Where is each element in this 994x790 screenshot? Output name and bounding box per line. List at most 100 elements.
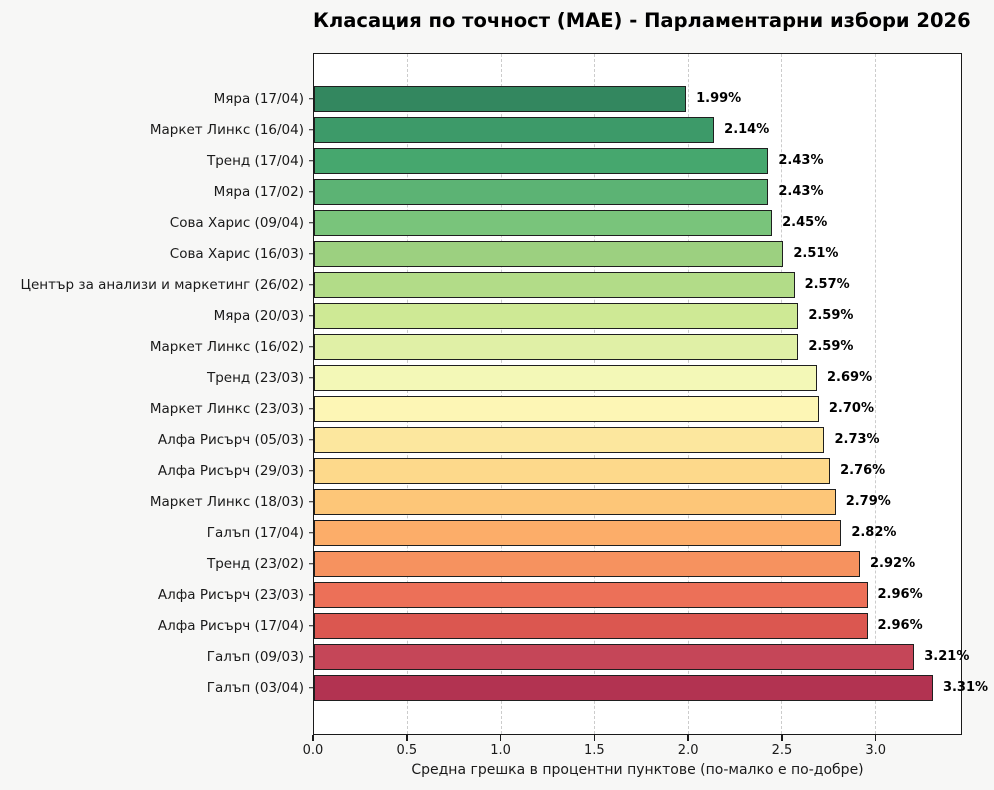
bar-row: Галъп (09/03) 3.21% bbox=[207, 641, 969, 672]
bar bbox=[314, 395, 819, 422]
y-tick-mark bbox=[309, 562, 314, 565]
bar bbox=[314, 674, 933, 701]
bar-row: Маркет Линкс (16/02) 2.59% bbox=[150, 331, 961, 362]
y-tick-mark bbox=[309, 531, 314, 534]
y-tick-mark bbox=[309, 407, 314, 410]
bar-value-label: 2.96% bbox=[877, 587, 923, 602]
bar bbox=[314, 519, 842, 546]
y-axis-label: Мяра (17/02) bbox=[213, 183, 304, 200]
y-axis-label: Мяра (17/04) bbox=[213, 90, 304, 107]
y-axis-label: Маркет Линкс (23/03) bbox=[149, 400, 304, 417]
gridline bbox=[407, 54, 409, 734]
bar bbox=[314, 116, 715, 143]
bar-row: Алфа Рисърч (05/03) 2.73% bbox=[158, 424, 961, 455]
bar bbox=[314, 426, 825, 453]
bar bbox=[314, 147, 769, 174]
bar-value-label: 2.82% bbox=[851, 525, 897, 540]
y-tick-mark bbox=[309, 159, 314, 162]
y-tick-mark bbox=[309, 221, 314, 224]
y-tick-mark bbox=[309, 128, 314, 131]
bar bbox=[314, 488, 836, 515]
x-axis-label: Средна грешка в процентни пунктове (по-м… bbox=[411, 762, 864, 778]
bar bbox=[314, 178, 769, 205]
gridline bbox=[500, 54, 502, 734]
y-axis-label: Галъп (17/04) bbox=[206, 524, 304, 541]
bar bbox=[314, 457, 831, 484]
x-tick-label: 1.5 bbox=[584, 743, 605, 758]
bar-value-label: 2.59% bbox=[808, 339, 854, 354]
bar-value-label: 2.96% bbox=[877, 618, 923, 633]
bar-value-label: 2.45% bbox=[782, 215, 828, 230]
y-axis-label: Тренд (23/02) bbox=[206, 555, 304, 572]
bar bbox=[314, 85, 687, 112]
x-tick-label: 3.0 bbox=[865, 743, 887, 758]
y-tick-mark bbox=[309, 438, 314, 441]
x-tick-label: 2.0 bbox=[677, 743, 699, 758]
x-tick-mark bbox=[781, 735, 783, 741]
bar-value-label: 2.14% bbox=[724, 122, 770, 137]
y-axis-label: Маркет Линкс (16/04) bbox=[149, 121, 304, 138]
y-tick-mark bbox=[309, 345, 314, 348]
y-tick-mark bbox=[309, 97, 314, 100]
y-axis-label: Тренд (23/03) bbox=[206, 369, 304, 386]
bar-row: Маркет Линкс (18/03) 2.79% bbox=[150, 486, 961, 517]
bar-value-label: 2.43% bbox=[778, 153, 824, 168]
bar-row: Мяра (17/04) 1.99% bbox=[214, 83, 961, 114]
bar-value-label: 2.69% bbox=[827, 370, 873, 385]
y-axis-label: Алфа Рисърч (17/04) bbox=[157, 617, 304, 634]
x-tick-mark bbox=[499, 735, 502, 741]
bar bbox=[314, 302, 799, 329]
bar-row: Сова Харис (16/03) 2.51% bbox=[170, 238, 961, 269]
bar bbox=[314, 240, 784, 267]
bar-row: Център за анализи и маркетинг (26/02) 2.5… bbox=[21, 269, 961, 300]
bar-row: Тренд (17/04) 2.43% bbox=[207, 145, 961, 176]
y-tick-mark bbox=[309, 655, 314, 658]
bar-value-label: 2.73% bbox=[834, 432, 880, 447]
bar bbox=[314, 271, 795, 298]
bar bbox=[314, 550, 861, 577]
bar-row: Мяра (20/03) 2.59% bbox=[214, 300, 961, 331]
bar-value-label: 2.59% bbox=[808, 308, 854, 323]
bar-value-label: 3.21% bbox=[924, 649, 970, 664]
x-tick-mark bbox=[406, 735, 408, 741]
bar bbox=[314, 364, 817, 391]
y-axis-label: Алфа Рисърч (23/03) bbox=[157, 586, 304, 603]
y-axis-label: Сова Харис (16/03) bbox=[169, 245, 304, 262]
y-tick-mark bbox=[309, 469, 314, 472]
x-tick-label: 2.5 bbox=[771, 743, 793, 758]
y-axis-label: Мяра (20/03) bbox=[213, 307, 304, 324]
gridline bbox=[687, 54, 689, 734]
gridline bbox=[594, 54, 596, 734]
x-tick-mark bbox=[593, 735, 596, 741]
y-tick-mark bbox=[309, 500, 314, 503]
bar bbox=[314, 643, 915, 670]
bar-row: Алфа Рисърч (23/03) 2.96% bbox=[158, 579, 961, 610]
bar-rows: Мяра (17/04) 1.99% Маркет Линкс (16/04) 2.1… bbox=[21, 54, 988, 734]
bar-value-label: 2.70% bbox=[828, 401, 874, 416]
bar-row: Галъп (17/04) 2.82% bbox=[207, 517, 961, 548]
y-axis-label: Център за анализи и маркетинг (26/02) bbox=[20, 276, 304, 293]
y-tick-mark bbox=[309, 593, 314, 596]
bar-row: Тренд (23/02) 2.92% bbox=[207, 548, 961, 579]
bar-value-label: 3.31% bbox=[942, 680, 989, 695]
bar-row: Тренд (23/03) 2.69% bbox=[207, 362, 961, 393]
y-axis-label: Сова Харис (09/04) bbox=[169, 214, 304, 231]
gridline bbox=[781, 54, 783, 734]
bar-value-label: 2.57% bbox=[804, 277, 850, 292]
x-tick-mark bbox=[312, 735, 314, 741]
x-tick-mark bbox=[874, 735, 877, 741]
bar-row: Алфа Рисърч (29/03) 2.76% bbox=[158, 455, 961, 486]
bar-row: Галъп (03/04) 3.31% bbox=[207, 672, 988, 703]
y-tick-mark bbox=[309, 686, 314, 689]
y-axis-label: Галъп (03/04) bbox=[206, 679, 304, 696]
plot-area: Мяра (17/04) 1.99% Маркет Линкс (16/04) 2.1… bbox=[21, 53, 988, 735]
bar-value-label: 2.79% bbox=[845, 494, 891, 509]
bar-row: Сова Харис (09/04) 2.45% bbox=[170, 207, 961, 238]
bar bbox=[314, 209, 773, 236]
y-tick-mark bbox=[309, 376, 314, 379]
y-axis-label: Алфа Рисърч (05/03) bbox=[157, 431, 304, 448]
gridline bbox=[874, 54, 876, 734]
bar-value-label: 2.43% bbox=[778, 184, 824, 199]
y-tick-mark bbox=[309, 314, 314, 317]
